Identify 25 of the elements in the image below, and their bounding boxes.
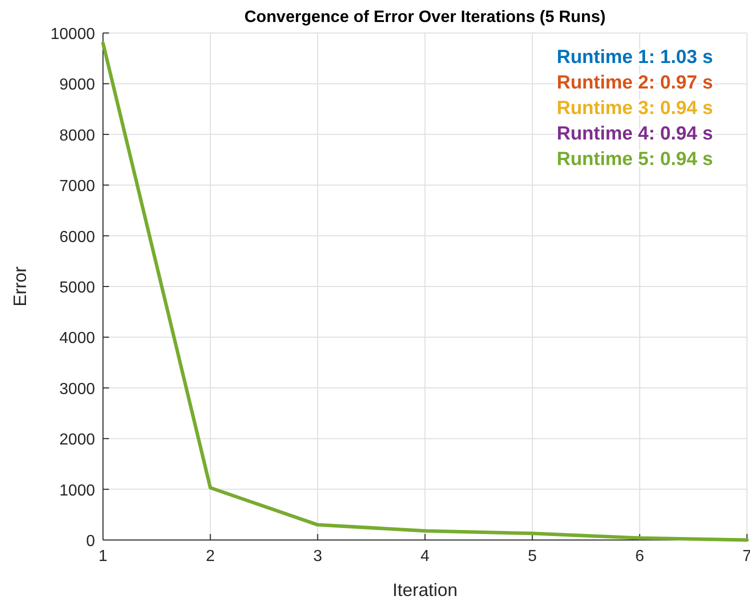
legend-label: Runtime 1: 1.03 s — [556, 47, 713, 68]
x-tick-label: 3 — [313, 548, 322, 565]
legend-label: Runtime 2: 0.97 s — [556, 72, 713, 94]
x-tick-label: 5 — [528, 548, 537, 565]
y-tick-label: 4000 — [59, 330, 96, 348]
x-tick-label: 1 — [98, 548, 108, 565]
text: Runtime 5: 0.94 s — [556, 149, 713, 170]
x-tick-label: 4 — [420, 548, 430, 565]
y-tick-label: 1000 — [59, 482, 96, 500]
x-axis-title: Iteration — [392, 580, 458, 600]
y-tick-label: 8000 — [59, 127, 96, 144]
x-tick-label: 2 — [206, 548, 215, 565]
y-tick-label: 6000 — [59, 228, 96, 246]
y-tick-label: 3000 — [59, 380, 96, 398]
y-tick-label: 9000 — [59, 76, 96, 94]
legend-label: Runtime 3: 0.94 s — [556, 98, 713, 119]
y-tick-label: 5000 — [59, 280, 96, 296]
y-axis-title: Error — [10, 266, 30, 306]
y-tick-label: 10000 — [50, 26, 96, 43]
y-tick-label: 2000 — [59, 432, 96, 449]
x-tick-label: 6 — [635, 548, 644, 565]
chart-title: Convergence of Error Over Iterations (5 Runs) — [244, 8, 606, 26]
y-tick-label: 0 — [86, 533, 96, 550]
legend-label: Runtime 4: 0.94 s — [556, 124, 713, 144]
y-tick-label: 7000 — [59, 178, 96, 196]
